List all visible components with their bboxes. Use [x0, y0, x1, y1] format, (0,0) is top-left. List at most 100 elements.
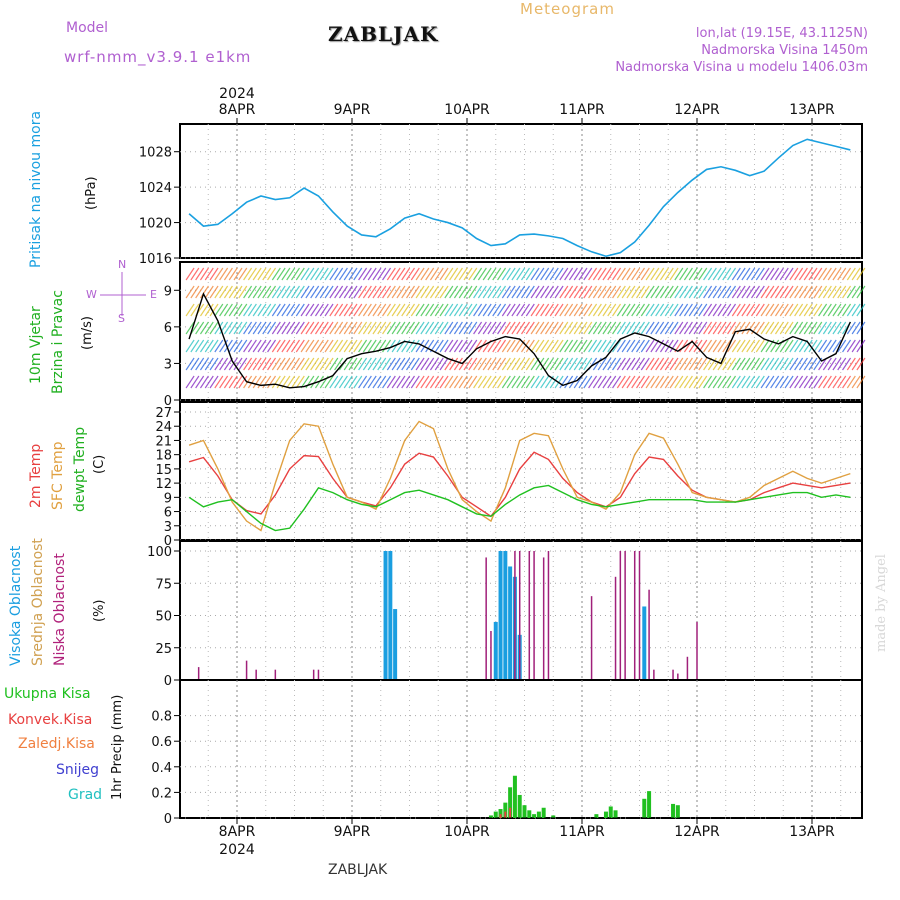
wind-barb	[626, 357, 636, 371]
wind-barb	[544, 285, 554, 299]
wind-barb	[458, 339, 468, 353]
wind-barb	[640, 357, 650, 371]
wind-barb	[353, 375, 363, 389]
wind-barb	[592, 339, 602, 353]
wind-barb	[568, 357, 578, 371]
wind-barb	[583, 375, 593, 389]
wind-barb	[683, 303, 693, 317]
wind-barb	[798, 357, 808, 371]
precip-bar	[675, 805, 680, 818]
wind-barb	[444, 339, 454, 353]
wind-barb	[516, 303, 526, 317]
wind-barb	[568, 321, 578, 335]
wind-barb	[616, 285, 626, 299]
wind-barb	[276, 357, 286, 371]
wind-barb	[233, 339, 243, 353]
y-tick-label: 1020	[139, 217, 172, 232]
wind-barb	[535, 357, 545, 371]
wind-barb	[530, 303, 540, 317]
y-tick-label: 0	[164, 812, 172, 827]
wind-barb	[846, 321, 856, 335]
wind-barb	[693, 339, 703, 353]
precip-bar	[536, 811, 541, 818]
wind-barb	[535, 375, 545, 389]
wind-barb	[664, 285, 674, 299]
wind-barb	[751, 321, 760, 335]
y-tick-label: 25	[155, 642, 172, 657]
wind-barb	[396, 321, 406, 335]
wind-barb	[717, 375, 727, 389]
wind-barb	[808, 285, 818, 299]
wind-barb	[784, 303, 794, 317]
wind-barb	[511, 375, 521, 389]
bottom-day-label: 10APR	[444, 824, 490, 840]
wind-barb	[674, 285, 684, 299]
wind-barb	[358, 321, 368, 335]
wind-barb	[247, 375, 257, 389]
wind-barb	[420, 303, 430, 317]
wind-barb	[521, 285, 530, 299]
wind-barb	[238, 267, 248, 281]
cloud-bar	[533, 551, 535, 680]
compass-n-label: N	[118, 258, 126, 271]
wind-barb	[487, 339, 497, 353]
y-tick-label: 12	[155, 477, 172, 492]
precip-bar	[488, 815, 493, 818]
wind-barb	[573, 303, 583, 317]
wind-barb	[688, 267, 698, 281]
wind-barb	[564, 321, 574, 335]
wind-barb	[271, 285, 281, 299]
top-day-label: 12APR	[674, 102, 720, 118]
wind-barb	[535, 339, 545, 353]
wind-barb	[592, 267, 602, 281]
wind-barb	[722, 375, 732, 389]
wind-barb	[238, 321, 248, 335]
wind-barb	[755, 375, 765, 389]
wind-barb	[233, 375, 243, 389]
wind-barb	[530, 321, 540, 335]
wind-barb	[636, 285, 645, 299]
wind-barb	[621, 339, 631, 353]
wind-barb	[554, 357, 564, 371]
wind-barb	[291, 267, 300, 281]
wind-barb	[727, 339, 737, 353]
wind-barb	[717, 285, 727, 299]
wind-barb	[655, 339, 665, 353]
wind-barb	[233, 357, 243, 371]
wind-barb	[746, 321, 756, 335]
wind-barb	[473, 357, 483, 371]
wind-barb	[429, 285, 439, 299]
wind-barb	[559, 267, 569, 281]
wind-barb	[607, 357, 617, 371]
wind-barb	[751, 285, 760, 299]
wind-barb	[698, 375, 708, 389]
wind-barb	[396, 285, 406, 299]
wind-barb	[434, 321, 444, 335]
wind-barb	[818, 285, 828, 299]
wind-barb	[525, 339, 535, 353]
wind-barb	[185, 321, 195, 335]
wind-barb	[439, 339, 449, 353]
wind-barb	[501, 339, 511, 353]
wind-barb	[774, 357, 784, 371]
wind-barb	[276, 321, 286, 335]
wind-barb	[329, 339, 339, 353]
wind-barb	[391, 267, 401, 281]
wind-barb	[324, 357, 334, 371]
wind-barb	[300, 321, 310, 335]
wind-barb	[774, 285, 784, 299]
wind-barb	[199, 303, 209, 317]
top-day-label: 8APR	[219, 102, 256, 118]
series-line-dew	[188, 484, 851, 532]
wind-barb	[271, 321, 281, 335]
wind-barb	[645, 267, 655, 281]
wind-barb	[530, 375, 540, 389]
wind-barb	[214, 321, 224, 335]
wind-barb	[736, 357, 746, 371]
wind-barb	[731, 339, 741, 353]
wind-barb	[482, 303, 492, 317]
y-tick-label: 0	[164, 394, 172, 409]
wind-barb	[621, 321, 631, 335]
y-tick-label: 0	[164, 674, 172, 689]
wind-barb	[444, 285, 454, 299]
